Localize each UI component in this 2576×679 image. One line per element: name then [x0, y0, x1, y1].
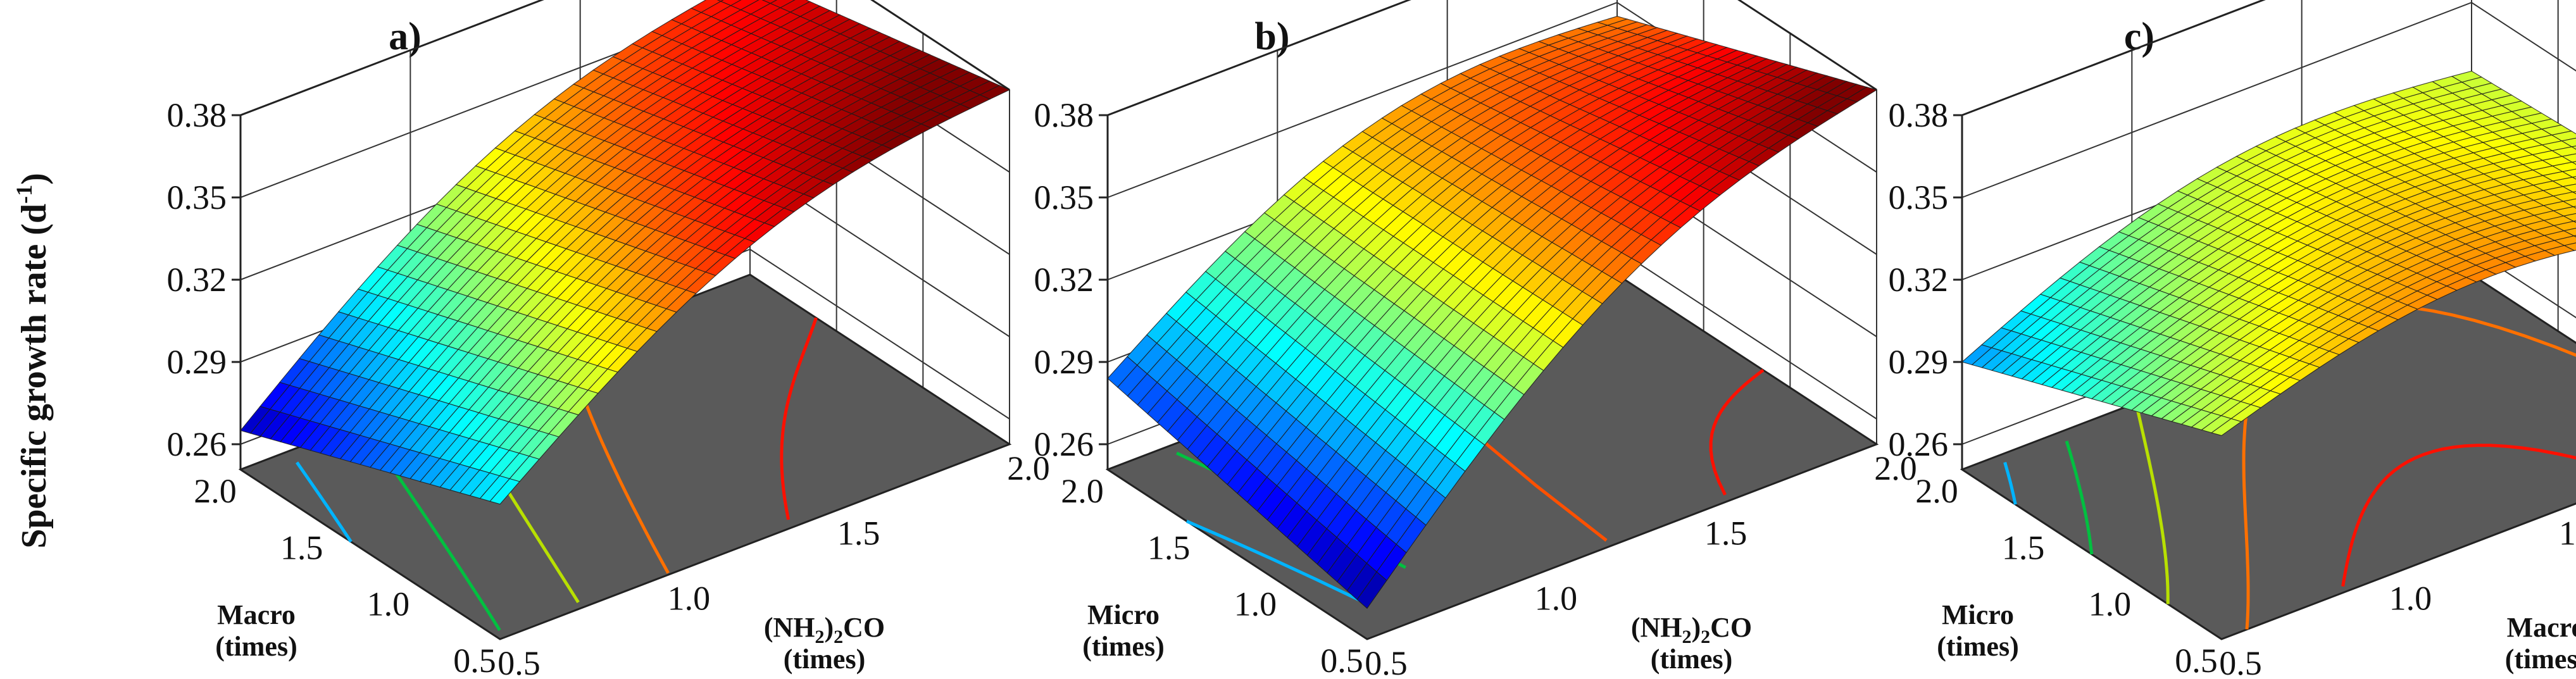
right-axis-tick-label: 2.0: [1007, 449, 1050, 487]
contour-line: [780, 317, 818, 520]
right-axis-tick-label: 1.5: [2559, 514, 2576, 552]
right-axis-tick-label: 1.0: [1535, 579, 1578, 617]
contour-line: [1185, 520, 1367, 605]
panel-c: c)0.260.290.320.350.382.01.51.00.5 0.51.0…: [1889, 0, 2576, 679]
z-tick-label: 0.35: [1889, 178, 1949, 216]
z-tick-label: 0.26: [1889, 425, 1949, 463]
z-tick-label: 0.35: [167, 178, 227, 216]
response-surface: [240, 0, 1011, 505]
right-axis-tick-label: 0.5: [497, 644, 541, 679]
right-axis-tick-label: 1.5: [837, 514, 880, 552]
left-axis-tick-label: 0.5: [453, 642, 496, 679]
right-axis-tick-label: 1.5: [1704, 514, 1748, 552]
z-tick-label: 0.29: [1889, 343, 1949, 381]
left-axis-tick-label: 1.5: [280, 528, 323, 566]
right-axis-unit: (times): [784, 644, 866, 675]
contour-line: [2341, 444, 2576, 587]
left-axis-tick-label: 1.5: [1147, 528, 1191, 566]
axis-name-part: ): [825, 612, 834, 643]
response-surface: [1107, 16, 1878, 609]
right-axis-tick-label: 1.0: [2389, 579, 2432, 617]
contour-line: [296, 461, 353, 543]
axis-name-part: CO: [843, 612, 885, 643]
right-axis-name: Macro: [2507, 612, 2576, 643]
left-axis-tick-label: 2.0: [194, 472, 237, 510]
right-axis-tick-label: 2.0: [1874, 449, 1917, 487]
contour-floor: [238, 273, 1012, 640]
left-axis-tick-label: 2.0: [1915, 472, 1958, 510]
contour-line: [2003, 461, 2017, 505]
panel-a: a) 0.26 0.29 0.32 0.35 0.38 2.0 1.5 1.0 0.5 0.5 1.0…: [167, 0, 1050, 679]
left-axis-name: Micro: [1087, 599, 1160, 630]
left-axis-name: Micro: [1942, 599, 2014, 630]
wall-top-edge: [1107, 0, 1877, 116]
y-axis-label: Specific growth rate (d-1): [11, 173, 54, 549]
axis-name-part: 2: [1701, 626, 1710, 647]
wall-top-edge: [1961, 0, 2266, 116]
left-axis-unit: (times): [1082, 631, 1165, 662]
left-axis-tick-label: 2.0: [1061, 472, 1104, 510]
axis-name-part: 2: [1682, 626, 1692, 647]
left-axis-tick-label: 1.0: [2089, 585, 2132, 623]
right-axis-tick-label: 0.5: [2219, 644, 2262, 679]
right-axis-unit: (times): [1651, 644, 1733, 675]
z-tick-label: 0.32: [1889, 261, 1949, 299]
contour-line: [2135, 408, 2170, 604]
axis-name-part: 2: [834, 626, 843, 647]
contour-line: [2242, 304, 2576, 630]
wall-top-edge: [240, 0, 1010, 116]
z-tick-label: 0.29: [167, 343, 227, 381]
z-tick-label: 0.29: [1034, 343, 1094, 381]
left-axis-name: Macro: [217, 599, 296, 630]
axis-name-part: CO: [1710, 612, 1752, 643]
axis-name-part: (NH: [1631, 612, 1682, 643]
left-axis-unit: (times): [1937, 631, 2019, 662]
response-surface: [1961, 70, 2576, 436]
floor-contours: [2003, 304, 2576, 630]
contour-line: [1709, 368, 1765, 496]
wall-gridline: [1961, 1, 2576, 198]
axis-name-part: ): [1692, 612, 1701, 643]
panel-title: a): [389, 15, 422, 58]
panel-b: b) 0.26 0.29 0.32 0.35 0.38 2.0 1.5 1.0 0.5 0.5 1.0…: [1034, 0, 1917, 679]
surface-cell: [489, 478, 520, 505]
z-tick-label: 0.26: [1034, 425, 1094, 463]
left-axis-tick-label: 1.0: [367, 585, 410, 623]
right-axis-name: (NH2)2CO: [1631, 612, 1752, 647]
axis-name-part: (NH: [764, 612, 815, 643]
z-tick-label: 0.35: [1034, 178, 1094, 216]
left-axis-tick-label: 1.5: [2002, 528, 2045, 566]
axis-name-part: 2: [815, 626, 825, 647]
z-tick-label: 0.32: [167, 261, 227, 299]
z-tick-label: 0.38: [1889, 96, 1949, 134]
right-axis-unit: (times): [2505, 644, 2576, 675]
surface-cell: [2210, 418, 2242, 436]
left-axis-tick-label: 1.0: [1234, 585, 1277, 623]
surface-cell: [1356, 571, 1387, 609]
left-axis-tick-label: 0.5: [2175, 642, 2218, 679]
panel-title: b): [1254, 15, 1289, 58]
z-tick-label: 0.26: [167, 425, 227, 463]
left-axis-unit: (times): [215, 631, 297, 662]
z-tick-label: 0.38: [1034, 96, 1094, 134]
right-axis-tick-label: 0.5: [1365, 644, 1408, 679]
z-tick-label: 0.38: [167, 96, 227, 134]
left-axis-tick-label: 0.5: [1320, 642, 1363, 679]
right-axis-name: (NH2)2CO: [764, 612, 885, 647]
contour-line: [2065, 440, 2094, 555]
right-axis-tick-label: 1.0: [668, 579, 711, 617]
z-tick-label: 0.32: [1034, 261, 1094, 299]
